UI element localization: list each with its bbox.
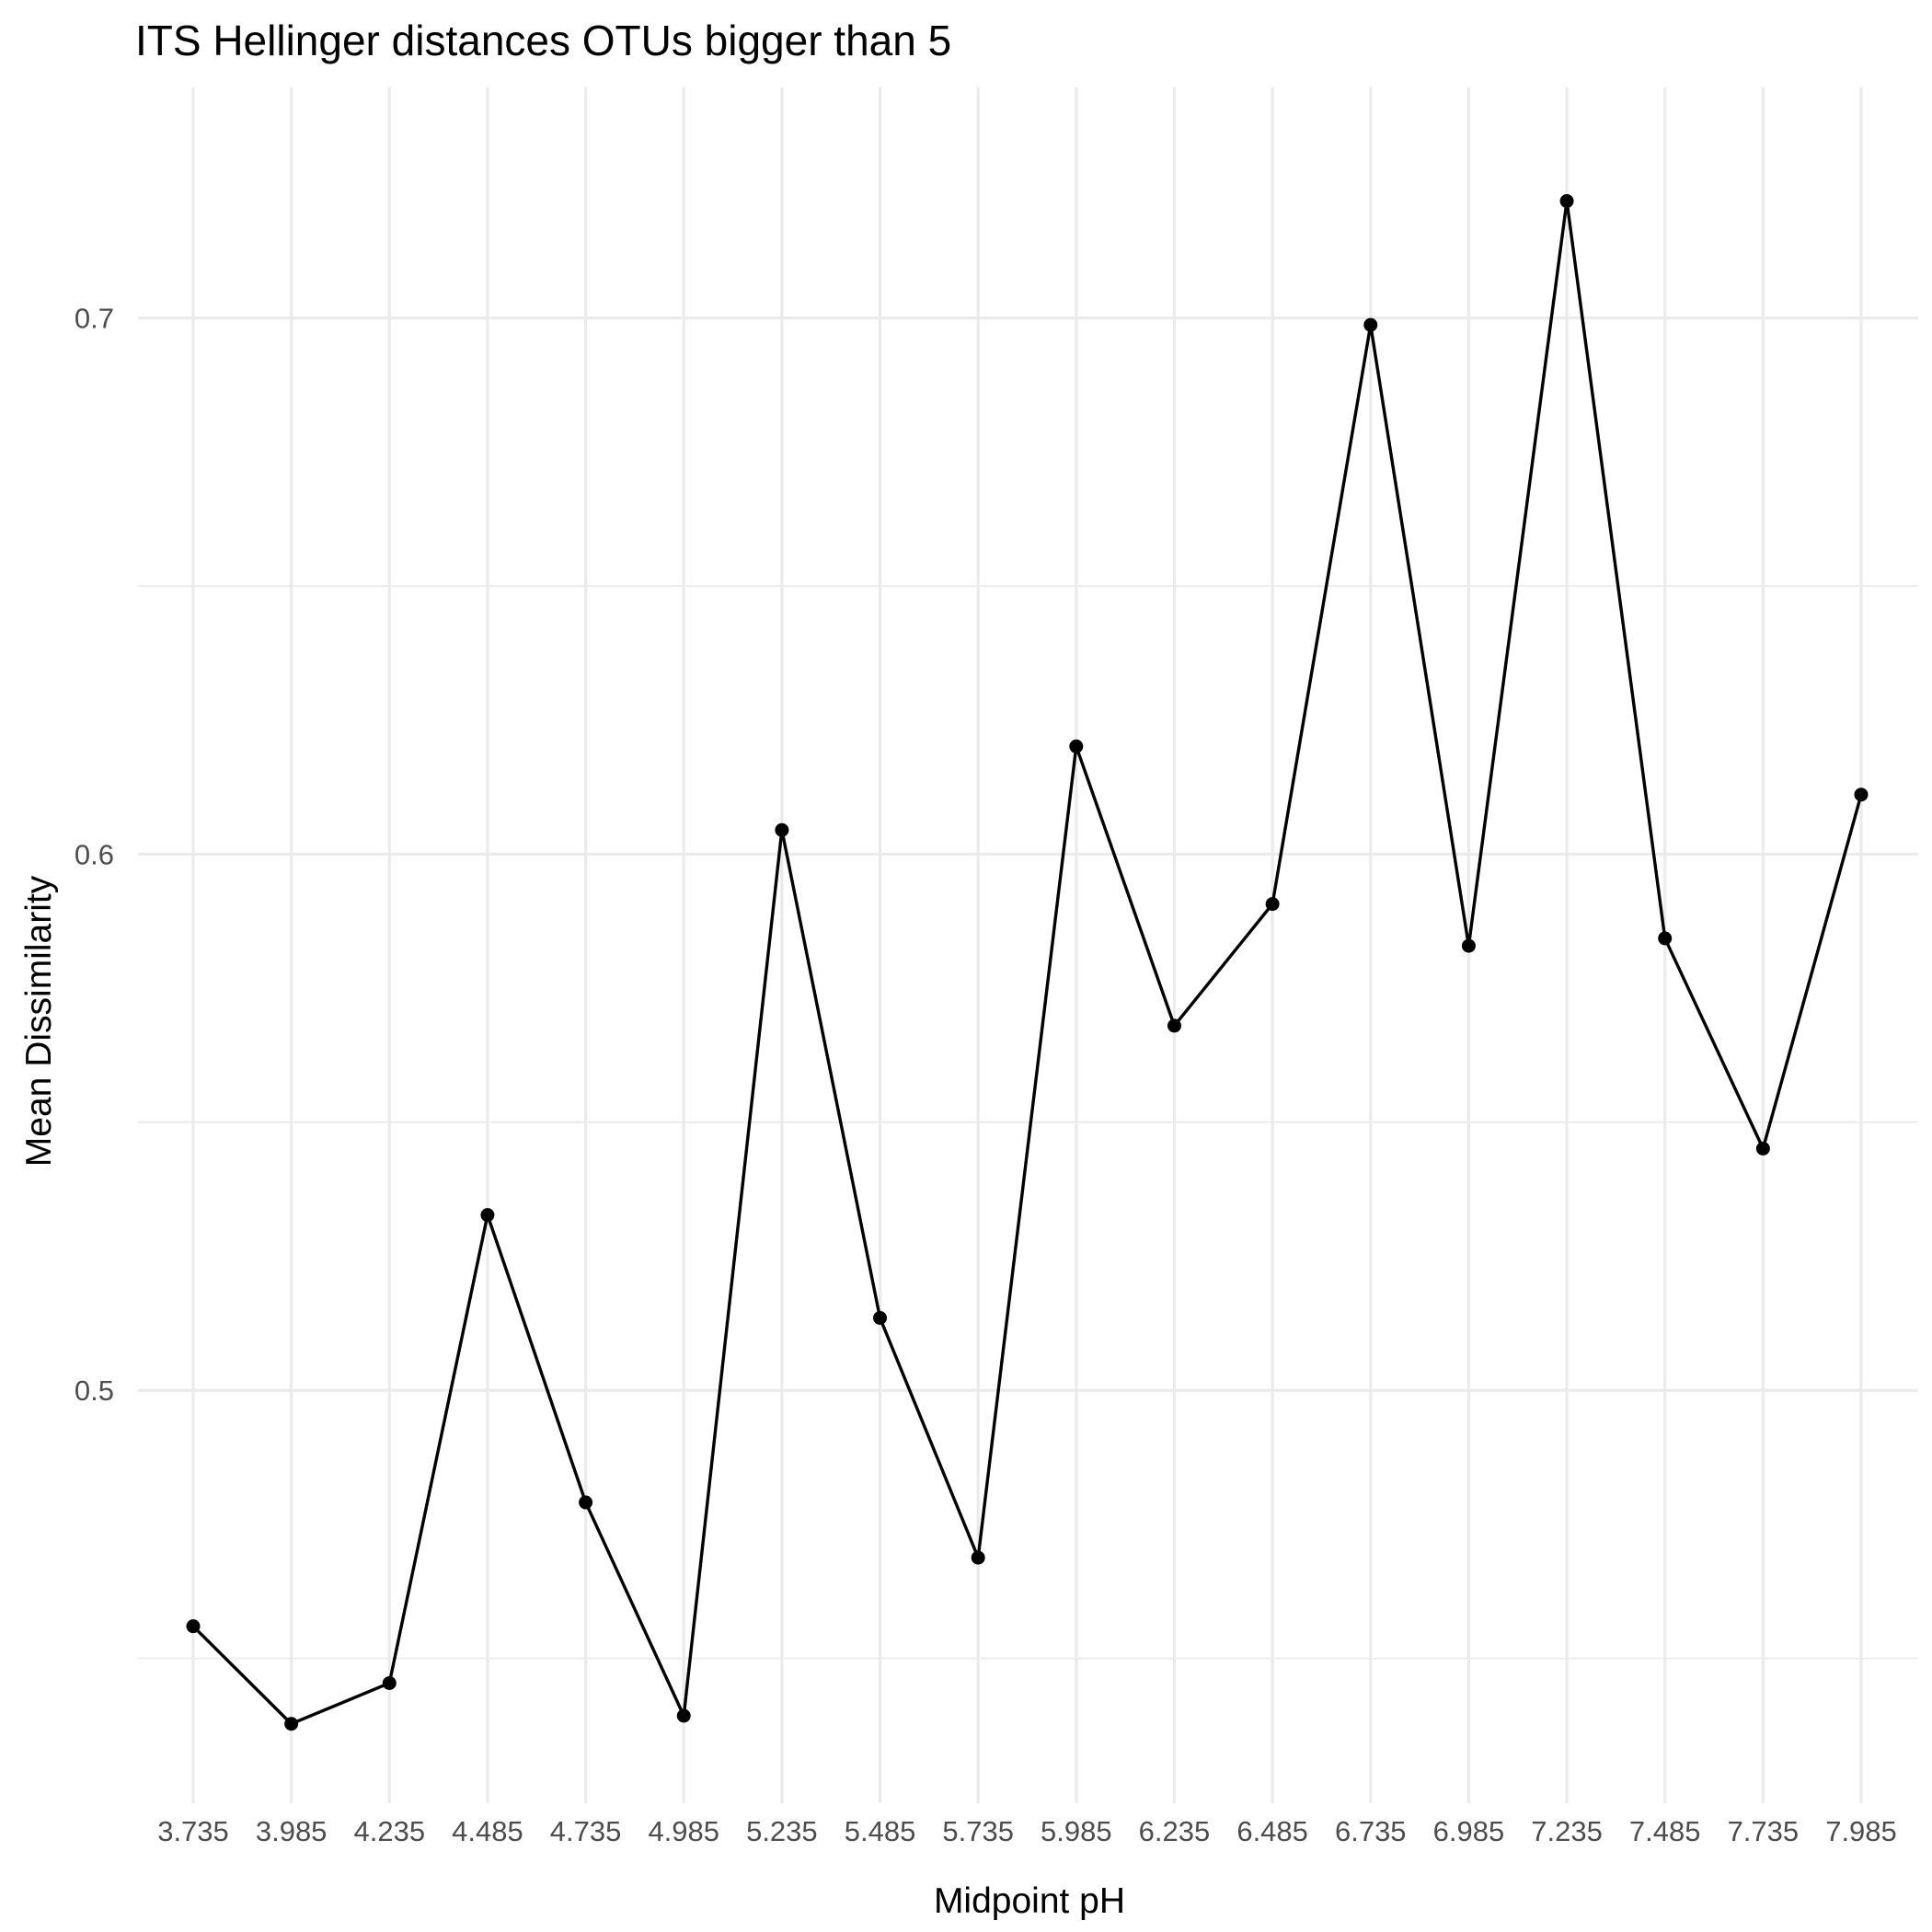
x-tick-label: 4.985: [648, 1815, 719, 1847]
data-point: [1167, 1018, 1181, 1033]
y-tick-label: 0.7: [75, 303, 114, 335]
series-layer: [186, 194, 1869, 1731]
x-tick-label: 6.985: [1433, 1815, 1505, 1847]
data-point: [382, 1675, 397, 1690]
x-tick-label: 7.235: [1531, 1815, 1603, 1847]
x-tick-label: 3.735: [157, 1815, 229, 1847]
y-tick-label: 0.6: [75, 838, 114, 870]
data-point: [1559, 194, 1574, 209]
data-point: [1265, 897, 1280, 912]
grid: [138, 87, 1918, 1803]
x-tick-label: 6.485: [1236, 1815, 1308, 1847]
data-point: [1069, 739, 1084, 753]
chart-title: ITS Hellinger distances OTUs bigger than…: [135, 17, 951, 64]
x-tick-label: 3.985: [256, 1815, 328, 1847]
data-point: [1658, 931, 1673, 946]
x-tick-label: 4.735: [550, 1815, 622, 1847]
x-tick-label: 5.235: [746, 1815, 818, 1847]
data-points: [186, 194, 1869, 1731]
x-tick-label: 6.735: [1335, 1815, 1407, 1847]
x-tick-label: 7.985: [1825, 1815, 1897, 1847]
data-point: [480, 1208, 495, 1223]
data-point: [971, 1550, 985, 1565]
data-point: [186, 1619, 201, 1634]
x-tick-label: 5.735: [942, 1815, 1014, 1847]
x-tick-label: 5.485: [845, 1815, 916, 1847]
data-point: [1461, 938, 1476, 953]
y-axis-title: Mean Dissimilarity: [19, 875, 59, 1167]
data-point: [873, 1311, 888, 1326]
data-point: [1363, 317, 1378, 332]
data-point: [284, 1717, 299, 1731]
x-axis-title: Midpoint pH: [934, 1881, 1125, 1921]
x-tick-label: 4.485: [452, 1815, 523, 1847]
x-tick-label: 7.485: [1629, 1815, 1701, 1847]
x-tick-label: 5.985: [1041, 1815, 1112, 1847]
x-axis-tick-labels: 3.735 3.985 4.235 4.485 4.735 4.985 5.235 5.485…: [157, 1815, 1897, 1847]
data-point: [676, 1708, 691, 1723]
data-point: [579, 1495, 593, 1510]
data-point: [1755, 1141, 1770, 1156]
x-tick-label: 4.235: [354, 1815, 426, 1847]
x-tick-label: 6.235: [1139, 1815, 1211, 1847]
data-point: [1854, 788, 1869, 802]
y-axis-tick-labels: 0.5 0.6 0.7: [75, 303, 114, 1408]
y-tick-label: 0.5: [75, 1374, 114, 1407]
series-line: [191, 199, 1863, 1726]
data-point: [775, 822, 789, 837]
x-tick-label: 7.735: [1728, 1815, 1800, 1847]
